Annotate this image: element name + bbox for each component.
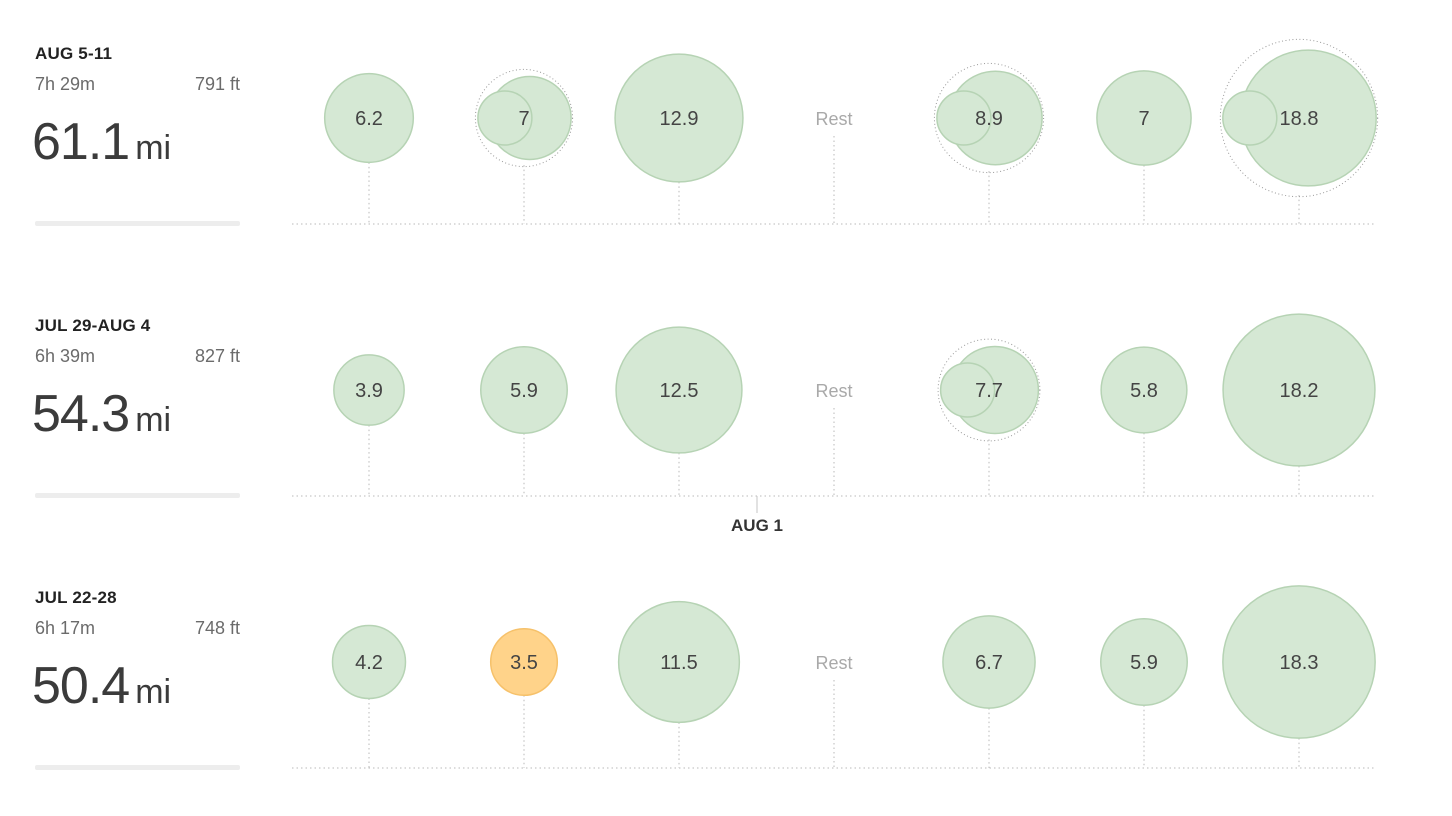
week-distance-unit: mi xyxy=(135,129,172,167)
run-total-ring xyxy=(937,338,1041,442)
run-distance-label: 12.9 xyxy=(660,108,699,130)
run-bubble xyxy=(942,615,1036,709)
run-distance-label: 3.5 xyxy=(510,652,538,674)
run-segment-bubble xyxy=(477,90,533,146)
run-distance-label: 18.2 xyxy=(1280,380,1319,402)
run-distance-label: 3.9 xyxy=(355,380,383,402)
run-distance-label: 7 xyxy=(518,108,529,130)
week-label: AUG 5-11 xyxy=(35,44,113,63)
week-row: JUL 22-28 6h 17m 748 ft 50.4 mi xyxy=(0,544,1452,816)
week-duration: 6h 17m xyxy=(35,618,96,638)
week-row: JUL 29-AUG 4 6h 39m 827 ft 54.3 mi xyxy=(0,272,1452,544)
run-distance-label: 7 xyxy=(1138,108,1149,130)
run-bubble xyxy=(1100,346,1188,434)
run-segment-bubble xyxy=(936,90,992,146)
month-divider-label: AUG 1 xyxy=(731,516,783,535)
run-distance-label: 18.3 xyxy=(1280,652,1319,674)
run-bubble xyxy=(1222,585,1376,739)
run-distance-label: 5.9 xyxy=(1130,652,1158,674)
week-progress-track xyxy=(35,493,240,498)
run-total-ring xyxy=(933,62,1045,174)
week-elevation: 827 ft xyxy=(194,346,240,366)
week-summary: JUL 22-28 6h 17m 748 ft 50.4 mi xyxy=(32,544,240,816)
run-distance-label: 4.2 xyxy=(355,652,383,674)
week-distance: 50.4 mi xyxy=(32,656,171,716)
run-bubble xyxy=(1222,313,1376,467)
week-elevation: 748 ft xyxy=(194,618,240,638)
weekly-mileage-bubble-chart: 6.2 7 12.9 Rest 8.9 7 18.8 3.9 5.9 12.5 Rest 7.7 5.8… xyxy=(292,38,1379,769)
week-distance: 54.3 mi xyxy=(32,384,171,444)
run-bubble xyxy=(333,354,405,426)
rest-day-label: Rest xyxy=(815,653,852,673)
run-bubble xyxy=(331,624,407,700)
run-bubble xyxy=(323,72,415,164)
run-distance-label: 11.5 xyxy=(660,652,697,674)
week-row: AUG 5-11 7h 29m 791 ft 61.1 mi xyxy=(0,0,1452,272)
week-distance-value: 54.3 xyxy=(32,385,130,443)
run-bubble xyxy=(1096,70,1192,166)
rest-day-label: Rest xyxy=(815,109,852,129)
week-duration: 6h 39m xyxy=(35,346,96,366)
run-total-ring xyxy=(474,68,574,168)
run-total-ring xyxy=(1219,38,1379,198)
run-segment-bubble xyxy=(939,362,996,418)
rest-day-label: Rest xyxy=(815,381,852,401)
week-summary: AUG 5-11 7h 29m 791 ft 61.1 mi xyxy=(32,0,240,272)
run-distance-label: 6.7 xyxy=(975,652,1003,674)
run-distance-label: 12.5 xyxy=(660,380,699,402)
run-bubble xyxy=(614,53,744,183)
run-distance-label: 18.8 xyxy=(1280,108,1319,130)
week-distance-value: 50.4 xyxy=(32,657,130,715)
week-distance: 61.1 mi xyxy=(32,112,171,172)
week-distance-value: 61.1 xyxy=(32,113,130,171)
week-duration: 7h 29m xyxy=(35,74,96,94)
run-bubble xyxy=(1100,618,1188,706)
run-distance-label: 5.8 xyxy=(1130,380,1158,402)
week-progress-track xyxy=(35,765,240,770)
week-label: JUL 29-AUG 4 xyxy=(35,316,151,335)
run-distance-label: 5.9 xyxy=(510,380,538,402)
run-distance-label: 7.7 xyxy=(975,380,1003,402)
week-elevation: 791 ft xyxy=(194,74,240,94)
week-distance-unit: mi xyxy=(135,673,172,711)
run-bubble xyxy=(617,600,741,724)
run-distance-label: 8.9 xyxy=(975,108,1003,130)
run-distance-label: 6.2 xyxy=(355,108,383,130)
run-bubble xyxy=(615,326,743,454)
run-segment-bubble xyxy=(1222,90,1278,146)
week-progress-track xyxy=(35,221,240,226)
week-distance-unit: mi xyxy=(135,401,172,439)
run-bubble xyxy=(480,346,568,434)
highlighted-run-bubble xyxy=(489,627,559,697)
week-label: JUL 22-28 xyxy=(35,588,117,607)
week-summary: JUL 29-AUG 4 6h 39m 827 ft 54.3 mi xyxy=(32,272,240,544)
